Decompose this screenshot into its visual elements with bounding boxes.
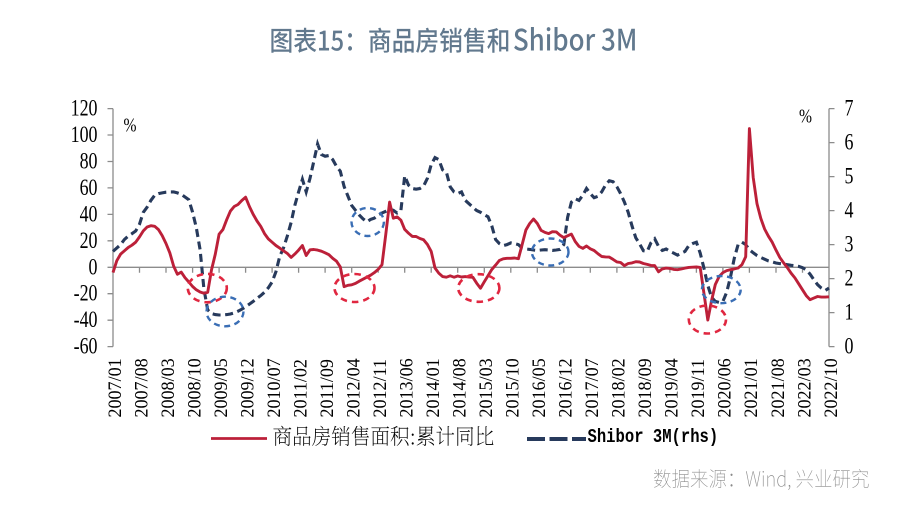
svg-text:2022/10: 2022/10 [820,358,842,417]
svg-text:40: 40 [80,202,98,227]
svg-text:2021/01: 2021/01 [741,358,763,417]
svg-text:3: 3 [845,233,854,258]
svg-text:%: % [124,114,137,136]
svg-text:2012/11: 2012/11 [370,359,392,417]
svg-text:2009/05: 2009/05 [210,358,232,417]
svg-text:2022/03: 2022/03 [794,358,816,417]
svg-text:6: 6 [845,131,854,156]
svg-text:2011/09: 2011/09 [316,359,338,417]
svg-text:2013/06: 2013/06 [396,358,418,417]
svg-text:2016/12: 2016/12 [555,358,577,417]
svg-text:Shibor 3M(rhs): Shibor 3M(rhs) [588,426,719,448]
svg-text:-40: -40 [74,308,98,333]
svg-text:2019/11: 2019/11 [688,359,710,417]
svg-text:2012/04: 2012/04 [343,358,365,417]
svg-text:0: 0 [845,335,854,360]
svg-text:5: 5 [845,165,854,190]
svg-text:2007/01: 2007/01 [104,358,126,417]
svg-text:2010/07: 2010/07 [263,358,285,417]
svg-text:-60: -60 [74,335,98,360]
svg-text:60: 60 [80,176,98,201]
svg-text:2017/07: 2017/07 [582,358,604,417]
svg-text:2008/03: 2008/03 [157,358,179,417]
svg-text:2019/04: 2019/04 [661,358,683,417]
svg-text:2009/12: 2009/12 [237,358,259,417]
svg-text:2008/10: 2008/10 [184,358,206,417]
svg-text:2015/03: 2015/03 [476,358,498,417]
svg-text:2011/02: 2011/02 [290,359,312,417]
svg-text:2018/02: 2018/02 [608,358,630,417]
svg-text:1: 1 [845,301,854,326]
svg-text:80: 80 [80,150,98,175]
svg-text:120: 120 [71,97,98,122]
svg-text:2: 2 [845,267,854,292]
svg-text:2018/09: 2018/09 [635,358,657,417]
svg-text:%: % [799,105,812,127]
svg-text:7: 7 [845,97,854,122]
svg-text:0: 0 [89,255,98,280]
svg-text:4: 4 [845,199,854,224]
svg-text:2014/01: 2014/01 [423,358,445,417]
svg-text:2015/10: 2015/10 [502,358,524,417]
svg-text:2007/08: 2007/08 [131,358,153,417]
svg-text:2016/05: 2016/05 [529,358,551,417]
svg-text:-20: -20 [74,282,98,307]
svg-text:100: 100 [71,123,98,148]
svg-text:2020/06: 2020/06 [714,358,736,417]
svg-text:20: 20 [80,229,98,254]
svg-text:2021/08: 2021/08 [767,358,789,417]
svg-text:2014/08: 2014/08 [449,358,471,417]
